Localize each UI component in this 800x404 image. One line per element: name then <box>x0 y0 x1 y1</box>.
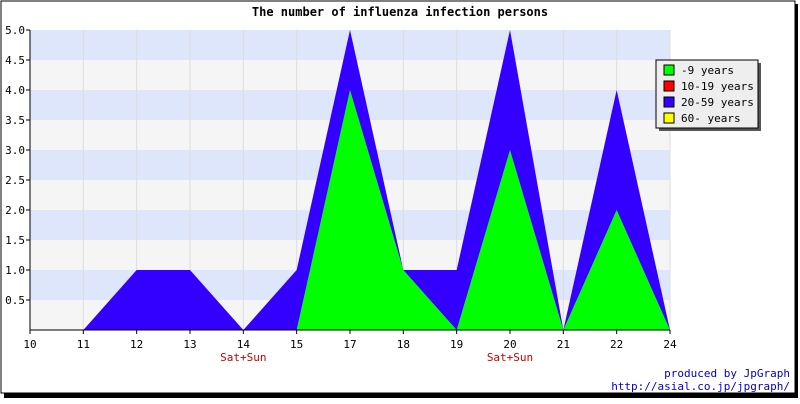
y-tick-label: 4.0 <box>5 84 25 97</box>
x-tick-label: 13 <box>183 338 196 351</box>
legend-label: 60- years <box>681 112 741 125</box>
chart-title: The number of influenza infection person… <box>252 5 548 19</box>
credit-line-1: produced by JpGraph <box>664 367 790 380</box>
y-tick-label: 5.0 <box>5 24 25 37</box>
x-tick-label: 18 <box>397 338 410 351</box>
x-tick-label: 19 <box>450 338 463 351</box>
x-tick-label: 21 <box>557 338 570 351</box>
y-tick-label: 2.5 <box>5 174 25 187</box>
x-tick-label: 24 <box>663 338 677 351</box>
x-tick-label: 11 <box>77 338 90 351</box>
credit-line-2: http://asial.co.jp/jpgraph/ <box>611 380 790 393</box>
x-tick-label: 10 <box>23 338 36 351</box>
legend-swatch <box>663 96 675 108</box>
x-tick-sublabel: Sat+Sun <box>487 351 533 364</box>
x-tick-label: 15 <box>290 338 303 351</box>
y-tick-label: 4.5 <box>5 54 25 67</box>
legend-swatch <box>663 80 675 92</box>
legend-label: 20-59 years <box>681 96 754 109</box>
y-tick-label: 0.5 <box>5 294 25 307</box>
x-tick-label: 12 <box>130 338 143 351</box>
plot-areas <box>30 30 670 330</box>
area-series-20-59-years <box>30 30 670 330</box>
legend-label: -9 years <box>681 64 734 77</box>
legend-label: 10-19 years <box>681 80 754 93</box>
x-tick-label: 22 <box>610 338 623 351</box>
legend-swatch <box>663 112 675 124</box>
y-tick-label: 1.5 <box>5 234 25 247</box>
x-tick-label: 20 <box>503 338 516 351</box>
x-tick-label: 14 <box>237 338 251 351</box>
legend-swatch <box>663 64 675 76</box>
x-tick-sublabel: Sat+Sun <box>220 351 266 364</box>
y-tick-label: 1.0 <box>5 264 25 277</box>
legend: -9 years 10-19 years 20-59 years 60- years <box>655 59 761 131</box>
x-tick-label: 17 <box>343 338 356 351</box>
y-tick-label: 3.0 <box>5 144 25 157</box>
plot-axes: 0.5 1.0 1.5 2.0 2.5 3.0 3.5 4.0 4.5 5.0 10 11 12 13 14… <box>5 24 677 364</box>
y-tick-label: 3.5 <box>5 114 25 127</box>
y-tick-label: 2.0 <box>5 204 25 217</box>
